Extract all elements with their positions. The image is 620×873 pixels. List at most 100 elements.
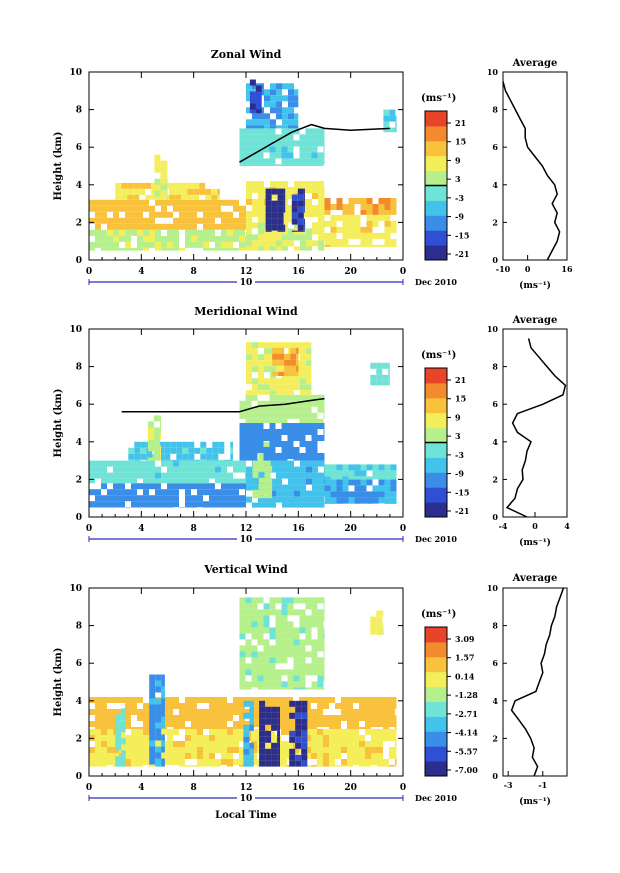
heatmap-cell bbox=[354, 485, 361, 492]
heatmap-cell bbox=[271, 712, 278, 719]
heatmap-cell bbox=[384, 198, 391, 204]
heatmap-cell bbox=[270, 89, 276, 96]
heatmap-cell bbox=[169, 182, 176, 189]
heatmap-cell bbox=[317, 597, 324, 604]
heatmap-cell bbox=[137, 211, 143, 218]
heatmap-cell bbox=[329, 759, 335, 765]
heatmap-cell bbox=[372, 485, 379, 492]
heatmap-cell bbox=[263, 697, 269, 703]
heatmap-cell bbox=[257, 447, 264, 453]
heatmap-cell bbox=[377, 765, 383, 767]
heatmap-cell bbox=[275, 140, 282, 147]
heatmap-cell bbox=[287, 128, 294, 135]
heatmap-cell bbox=[197, 747, 203, 753]
heatmap-cell bbox=[188, 453, 195, 460]
heatmap-cell bbox=[282, 496, 288, 503]
heatmap-cell bbox=[311, 603, 318, 610]
heatmap-cell bbox=[301, 700, 308, 707]
heatmap-cell bbox=[166, 166, 168, 173]
heatmap-cell bbox=[113, 501, 119, 508]
heatmap-cell bbox=[277, 730, 280, 737]
heatmap-cell bbox=[264, 89, 270, 96]
heatmap-cell bbox=[305, 412, 312, 419]
heatmap-cell bbox=[389, 765, 395, 767]
colorbar-segment bbox=[425, 746, 447, 762]
heatmap-cell bbox=[276, 496, 282, 503]
heatmap-cell bbox=[239, 441, 246, 447]
heatmap-cell bbox=[89, 697, 95, 703]
heatmap-cell bbox=[158, 447, 165, 454]
heatmap-cell bbox=[318, 240, 324, 247]
heatmap-cell bbox=[317, 681, 324, 688]
heatmap-cell bbox=[221, 741, 227, 747]
heatmap-cell bbox=[251, 715, 257, 721]
heatmap-cell bbox=[306, 384, 312, 391]
heatmap-cell bbox=[131, 729, 137, 735]
heatmap-cell bbox=[299, 597, 306, 604]
heatmap-cell bbox=[125, 472, 131, 479]
heatmap-cell bbox=[264, 125, 270, 129]
heatmap-cell bbox=[197, 483, 203, 490]
heatmap-cell bbox=[95, 753, 101, 759]
heatmap-cell bbox=[246, 360, 252, 367]
heatmap-cell bbox=[188, 447, 195, 454]
heatmap-cell bbox=[227, 478, 233, 484]
heatmap-cell bbox=[293, 633, 300, 640]
heatmap-cell bbox=[95, 460, 101, 467]
heatmap-cell bbox=[287, 406, 294, 413]
heatmap-cell bbox=[182, 447, 189, 454]
heatmap-cell bbox=[149, 686, 156, 693]
heatmap-cell bbox=[300, 484, 306, 491]
heatmap-cell bbox=[376, 616, 383, 623]
heatmap-cell bbox=[200, 459, 207, 461]
heatmap-cell bbox=[287, 423, 294, 429]
heatmap-cell bbox=[297, 212, 304, 219]
heatmap-cell bbox=[269, 459, 276, 461]
heatmap-cell bbox=[173, 753, 179, 759]
heatmap-cell bbox=[382, 610, 384, 617]
heatmap-cell bbox=[283, 224, 286, 231]
heatmap-cell bbox=[377, 753, 383, 759]
heatmap-cell bbox=[301, 760, 308, 767]
heatmap-cells bbox=[89, 79, 397, 251]
heatmap-cell bbox=[173, 217, 179, 224]
heatmap-cell bbox=[360, 238, 367, 245]
heatmap-cell bbox=[287, 687, 294, 690]
heatmap-cell bbox=[185, 741, 191, 747]
heatmap-cell bbox=[384, 238, 391, 245]
heatmap-cell bbox=[246, 217, 252, 223]
heatmap-cell bbox=[281, 429, 288, 435]
heatmap-cell bbox=[167, 759, 173, 765]
heatmap-cell bbox=[251, 429, 258, 435]
colorbar-tick-label: 21 bbox=[455, 375, 466, 385]
heatmap-cell bbox=[215, 211, 221, 218]
heatmap-cell bbox=[239, 681, 246, 688]
heatmap-cell bbox=[131, 217, 137, 224]
heatmap-cell bbox=[272, 353, 279, 360]
heatmap-cell bbox=[245, 639, 252, 646]
heatmap-cell bbox=[251, 721, 257, 727]
heatmap-cell bbox=[335, 721, 341, 727]
heatmap-cell bbox=[288, 240, 294, 247]
heatmap-cell bbox=[372, 210, 379, 215]
heatmap-cell bbox=[170, 447, 177, 454]
heatmap-cell bbox=[233, 709, 239, 715]
heatmap-cell bbox=[281, 140, 288, 147]
heatmap-cell bbox=[227, 472, 233, 479]
heatmap-cell bbox=[288, 460, 294, 467]
heatmap-cell bbox=[173, 495, 179, 502]
heatmap-cell bbox=[264, 489, 271, 496]
heatmap-cell bbox=[252, 187, 258, 193]
heatmap-cell bbox=[255, 103, 262, 110]
heatmap-cell bbox=[264, 342, 270, 349]
heatmap-cell bbox=[270, 366, 276, 373]
heatmap-cell bbox=[297, 206, 304, 213]
heatmap-cell bbox=[288, 101, 294, 108]
heatmap-cell bbox=[134, 459, 141, 461]
heatmap-cell bbox=[312, 478, 318, 485]
heatmap-cell bbox=[243, 724, 250, 731]
date-label: 10 bbox=[240, 278, 253, 288]
heatmap-cell bbox=[288, 119, 294, 126]
heatmap-cell bbox=[107, 709, 113, 715]
heatmap-cell bbox=[395, 115, 397, 122]
